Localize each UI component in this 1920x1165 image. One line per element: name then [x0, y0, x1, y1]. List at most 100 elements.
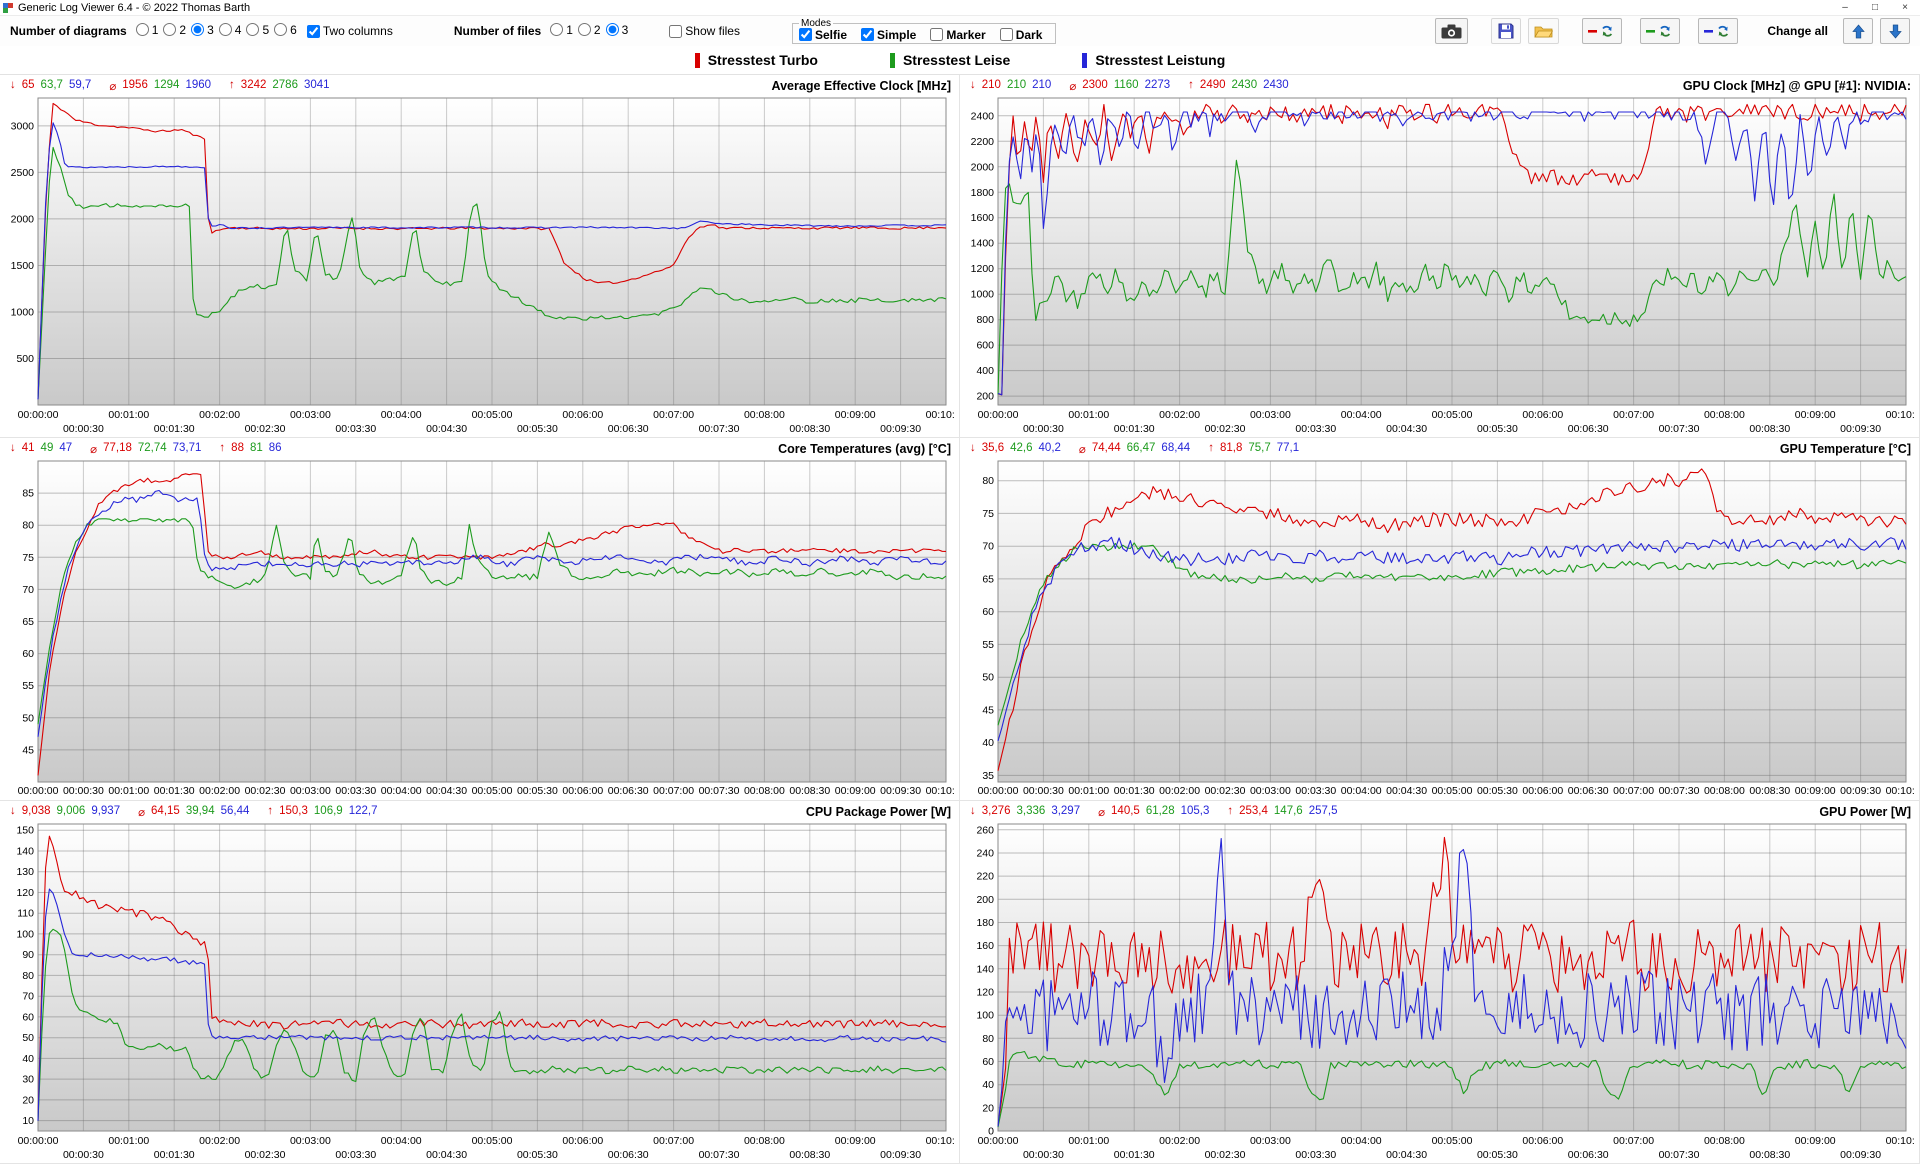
svg-text:110: 110: [17, 908, 34, 920]
diagrams-option-5[interactable]: 5: [246, 23, 269, 37]
move-up-button[interactable]: [1843, 18, 1873, 44]
screenshot-button[interactable]: [1435, 18, 1469, 44]
diagrams-option-4[interactable]: 4: [218, 23, 241, 37]
svg-text:85: 85: [22, 488, 34, 500]
max-symbol: ↑: [1227, 804, 1234, 817]
stat-avg-file3: 105,3: [1180, 804, 1210, 817]
stat-group-max: ↑ 3242 2786 3041: [229, 79, 330, 93]
max-symbol: ↑: [229, 78, 235, 91]
mode-simple-input[interactable]: [861, 28, 874, 41]
mode-dark-checkbox[interactable]: Dark: [999, 28, 1042, 42]
stat-max-file2: 106,9: [313, 804, 343, 817]
svg-text:00:08:00: 00:08:00: [744, 409, 785, 421]
svg-text:00:08:30: 00:08:30: [789, 423, 830, 435]
files-option-1[interactable]: 1: [550, 23, 573, 37]
mode-simple-checkbox[interactable]: Simple: [861, 28, 916, 42]
mode-selfie-input[interactable]: [798, 28, 812, 41]
svg-text:00:00:30: 00:00:30: [63, 1149, 104, 1161]
svg-text:00:00:00: 00:00:00: [18, 409, 59, 421]
mode-marker-input[interactable]: [930, 28, 944, 41]
svg-text:00:02:30: 00:02:30: [1205, 785, 1246, 797]
chart-plot-cpu-package-power[interactable]: 10 20 30 40 50 60 70 80 90 100 110 120 130 140 150 00:0…: [2, 820, 954, 1162]
files-radio-3[interactable]: [605, 23, 619, 37]
svg-text:00:03:30: 00:03:30: [1295, 785, 1336, 797]
chart-plot-gpu-clock[interactable]: 200 400 600 800 1000 1200 1400 1600 1800 2000 2200…: [962, 94, 1914, 436]
svg-text:00:05:30: 00:05:30: [1477, 423, 1518, 435]
open-file-button[interactable]: [1528, 18, 1560, 44]
save-button[interactable]: [1491, 18, 1522, 44]
two-columns-input[interactable]: [306, 24, 320, 38]
diagrams-radio-2[interactable]: [163, 23, 177, 37]
stat-avg-file2: 1160: [1113, 78, 1139, 91]
svg-text:65: 65: [982, 573, 994, 585]
chart-stats: ↓ 9,038 9,006 9,937 ⌀ 64,15 39,94 56,44 ↑ 150,3 10…: [10, 805, 377, 819]
chart-plot-gpu-temperature[interactable]: 35 40 45 50 55 60 65 70 75 80 00:00:00 00:00:30 00:0…: [962, 457, 1914, 799]
chart-stats: ↓ 210 210 210 ⌀ 2300 1160 2273 ↑ 2490 2430 2430: [970, 79, 1289, 93]
two-columns-checkbox[interactable]: Two columns: [306, 24, 393, 38]
svg-text:00:02:00: 00:02:00: [1159, 1135, 1200, 1147]
svg-text:40: 40: [982, 1079, 994, 1091]
svg-text:00:02:00: 00:02:00: [1159, 409, 1200, 421]
reload-file-3-button[interactable]: [1698, 18, 1739, 44]
svg-text:00:04:00: 00:04:00: [381, 1135, 422, 1147]
diagrams-radio-3[interactable]: [191, 23, 205, 37]
diagrams-radio-1[interactable]: [135, 23, 149, 37]
files-radio-1[interactable]: [550, 23, 564, 37]
svg-text:00:05:00: 00:05:00: [1432, 1135, 1473, 1147]
svg-text:60: 60: [982, 606, 994, 618]
files-option-2[interactable]: 2: [577, 23, 601, 37]
svg-text:00:05:30: 00:05:30: [517, 785, 558, 797]
svg-text:00:05:30: 00:05:30: [1477, 785, 1518, 797]
maximize-button[interactable]: □: [1871, 2, 1879, 13]
show-files-checkbox[interactable]: Show files: [669, 24, 740, 38]
files-radio-2[interactable]: [577, 23, 591, 37]
svg-text:00:02:00: 00:02:00: [199, 409, 240, 421]
svg-text:1000: 1000: [971, 289, 995, 301]
legend-color-bar: [889, 52, 895, 68]
chart-plot-avg-effective-clock[interactable]: 500 1000 1500 2000 2500 3000 00:00:00 00:00:30 0…: [2, 94, 954, 436]
app-icon: [3, 2, 13, 13]
svg-text:00:02:30: 00:02:30: [1205, 423, 1246, 435]
reload-file-1-button[interactable]: [1582, 18, 1623, 44]
close-button[interactable]: ×: [1902, 2, 1908, 13]
svg-text:1800: 1800: [971, 187, 995, 199]
diagrams-radio-6[interactable]: [274, 23, 288, 37]
files-option-3[interactable]: 3: [605, 23, 628, 37]
svg-text:600: 600: [976, 340, 994, 352]
svg-text:00:03:00: 00:03:00: [290, 785, 331, 797]
svg-text:40: 40: [22, 1053, 34, 1065]
legend-color-bar: [694, 52, 700, 68]
svg-text:80: 80: [982, 475, 994, 487]
move-down-button[interactable]: [1880, 18, 1910, 44]
svg-text:60: 60: [22, 1011, 34, 1023]
mode-dark-input[interactable]: [999, 28, 1013, 41]
diagrams-radio-5[interactable]: [246, 23, 260, 37]
reload-file-2-button[interactable]: [1640, 18, 1681, 44]
stat-min-file2: 9,006: [56, 804, 86, 817]
mode-selfie-checkbox[interactable]: Selfie: [798, 28, 847, 42]
chart-plot-gpu-power[interactable]: 0 20 40 60 80 100 120 140 160 180 200 220 240 260 00:0…: [962, 820, 1914, 1162]
svg-text:00:01:30: 00:01:30: [1114, 785, 1155, 797]
stat-min-file2: 210: [1006, 78, 1027, 91]
diagrams-option-2[interactable]: 2: [163, 23, 186, 37]
show-files-input[interactable]: [669, 24, 683, 38]
diagrams-option-1[interactable]: 1: [135, 23, 158, 37]
reload-icon: [1646, 25, 1671, 37]
stat-max-file1: 253,4: [1239, 804, 1268, 817]
stat-max-file3: 257,5: [1308, 804, 1338, 817]
diagrams-radio-4[interactable]: [218, 23, 232, 37]
svg-text:00:00:30: 00:00:30: [63, 423, 104, 435]
max-symbol: ↑: [1208, 441, 1214, 454]
diagrams-option-6[interactable]: 6: [274, 23, 297, 37]
diagrams-option-3[interactable]: 3: [191, 23, 214, 37]
modes-label: Modes: [800, 18, 831, 29]
minimize-button[interactable]: –: [1842, 2, 1848, 13]
chart-plot-core-temperatures[interactable]: 45 50 55 60 65 70 75 80 85 00:00:00 00:00:30 00:01:…: [2, 457, 954, 799]
stat-group-min: ↓ 3,276 3,336 3,297: [970, 805, 1080, 819]
mode-marker-checkbox[interactable]: Marker: [930, 28, 986, 42]
svg-text:00:05:00: 00:05:00: [1432, 409, 1473, 421]
svg-text:00:06:30: 00:06:30: [608, 1149, 649, 1161]
svg-text:00:06:30: 00:06:30: [1568, 423, 1609, 435]
legend-item-3: Stresstest Leistung: [1082, 52, 1225, 68]
stat-max-file2: 75,7: [1248, 441, 1271, 454]
